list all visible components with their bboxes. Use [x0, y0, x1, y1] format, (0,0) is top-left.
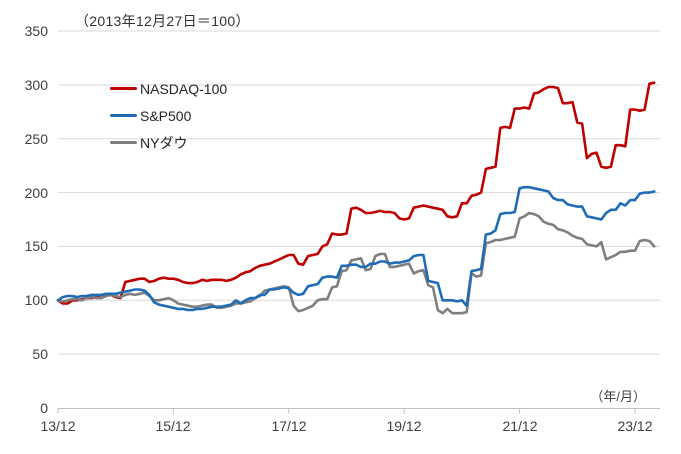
- nydow-line-swatch-icon: [110, 140, 137, 145]
- legend-item-sp500: S&P500: [110, 102, 227, 129]
- x-tick-1512: 15/12: [155, 418, 191, 434]
- series-line-ny: [56, 211, 656, 315]
- nasdaq100-line-swatch-icon: [110, 86, 137, 91]
- x-tick-2112: 21/12: [502, 418, 538, 434]
- series-line-sp500: [56, 185, 656, 312]
- x-tick-1312: 13/12: [40, 418, 76, 434]
- y-tick-0: 0: [40, 400, 48, 416]
- legend-item-nydow: NYダウ: [110, 129, 227, 156]
- legend-item-nasdaq100: NASDAQ-100: [110, 75, 227, 102]
- legend-label-nydow: NYダウ: [140, 134, 188, 151]
- y-tick-350: 350: [24, 23, 48, 39]
- y-tick-250: 250: [24, 131, 48, 147]
- legend-label-nasdaq100: NASDAQ-100: [140, 80, 228, 97]
- series-line-nasdaq100: [56, 81, 656, 305]
- sp500-line-swatch-icon: [110, 113, 137, 118]
- legend-label-sp500: S&P500: [140, 107, 192, 124]
- y-tick-100: 100: [24, 292, 48, 308]
- x-axis-unit-label: （年/月）: [590, 389, 646, 404]
- y-tick-300: 300: [24, 77, 48, 93]
- x-tick-2312: 23/12: [617, 418, 653, 434]
- x-tick-1712: 17/12: [271, 418, 307, 434]
- y-tick-50: 50: [32, 346, 48, 362]
- chart-title: （2013年12月27日＝100）: [75, 13, 250, 29]
- legend: NASDAQ-100 S&P500 NYダウ: [110, 75, 227, 156]
- x-tick-1912: 19/12: [386, 418, 422, 434]
- y-tick-200: 200: [24, 185, 48, 201]
- y-tick-150: 150: [24, 238, 48, 254]
